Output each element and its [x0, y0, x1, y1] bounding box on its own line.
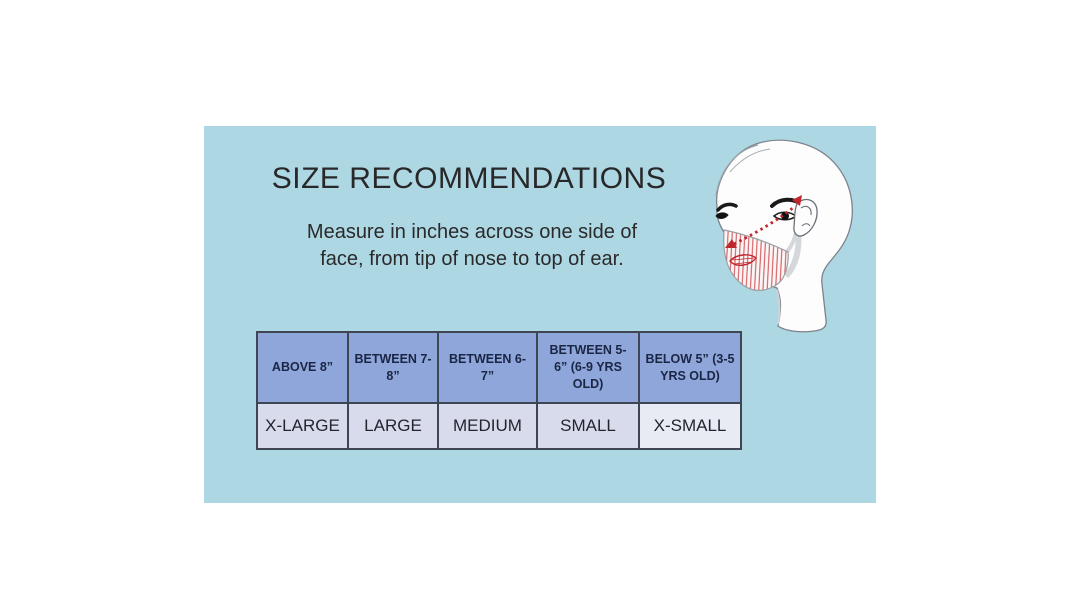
head-outline	[715, 139, 853, 333]
arrowhead-ear-icon	[792, 195, 802, 206]
page-title: SIZE RECOMMENDATIONS	[271, 162, 667, 195]
ear-inner-icon	[800, 205, 812, 216]
instructions-line-1: Measure in inches across one side of	[306, 221, 638, 243]
size-table-value-row: X-LARGE LARGE MEDIUM SMALL X-SMALL	[256, 402, 742, 450]
hair-line-icon	[729, 148, 771, 173]
ear-icon	[793, 198, 818, 237]
instructions-line-2: face, from tip of nose to top of ear.	[320, 248, 624, 270]
face-mask	[723, 229, 789, 291]
measurement-dotted-line	[733, 205, 795, 246]
size-table-header-row: ABOVE 8” BETWEEN 7-8” BETWEEN 6-7” BETWE…	[256, 331, 742, 404]
size-recommendations-card: SIZE RECOMMENDATIONS Measure in inches a…	[204, 126, 876, 503]
header-cell-between-6-7: BETWEEN 6-7”	[437, 331, 538, 404]
ear-inner-icon	[801, 223, 811, 227]
size-cell-x-large: X-LARGE	[256, 402, 349, 450]
measurement-instructions: Measure in inches across one side of fac…	[204, 219, 740, 273]
face-mask-measurement-illustration	[715, 139, 853, 333]
size-cell-x-small: X-SMALL	[638, 402, 742, 450]
eye-icon	[715, 212, 729, 219]
size-cell-large: LARGE	[347, 402, 439, 450]
lips-icon	[731, 257, 755, 265]
hair-line-icon	[715, 144, 759, 197]
eyebrow-icon	[716, 202, 738, 212]
size-cell-medium: MEDIUM	[437, 402, 538, 450]
size-table: ABOVE 8” BETWEEN 7-8” BETWEEN 6-7” BETWE…	[256, 331, 742, 450]
arrowhead-nose-icon	[725, 239, 737, 248]
lips-icon	[729, 254, 757, 266]
header-cell-between-7-8: BETWEEN 7-8”	[347, 331, 439, 404]
size-cell-small: SMALL	[536, 402, 640, 450]
header-cell-between-5-6: BETWEEN 5-6” (6-9 YRS OLD)	[536, 331, 640, 404]
neck-shading	[776, 289, 781, 325]
header-cell-below-5: BELOW 5” (3-5 YRS OLD)	[638, 331, 742, 404]
header-cell-above-8: ABOVE 8”	[256, 331, 349, 404]
